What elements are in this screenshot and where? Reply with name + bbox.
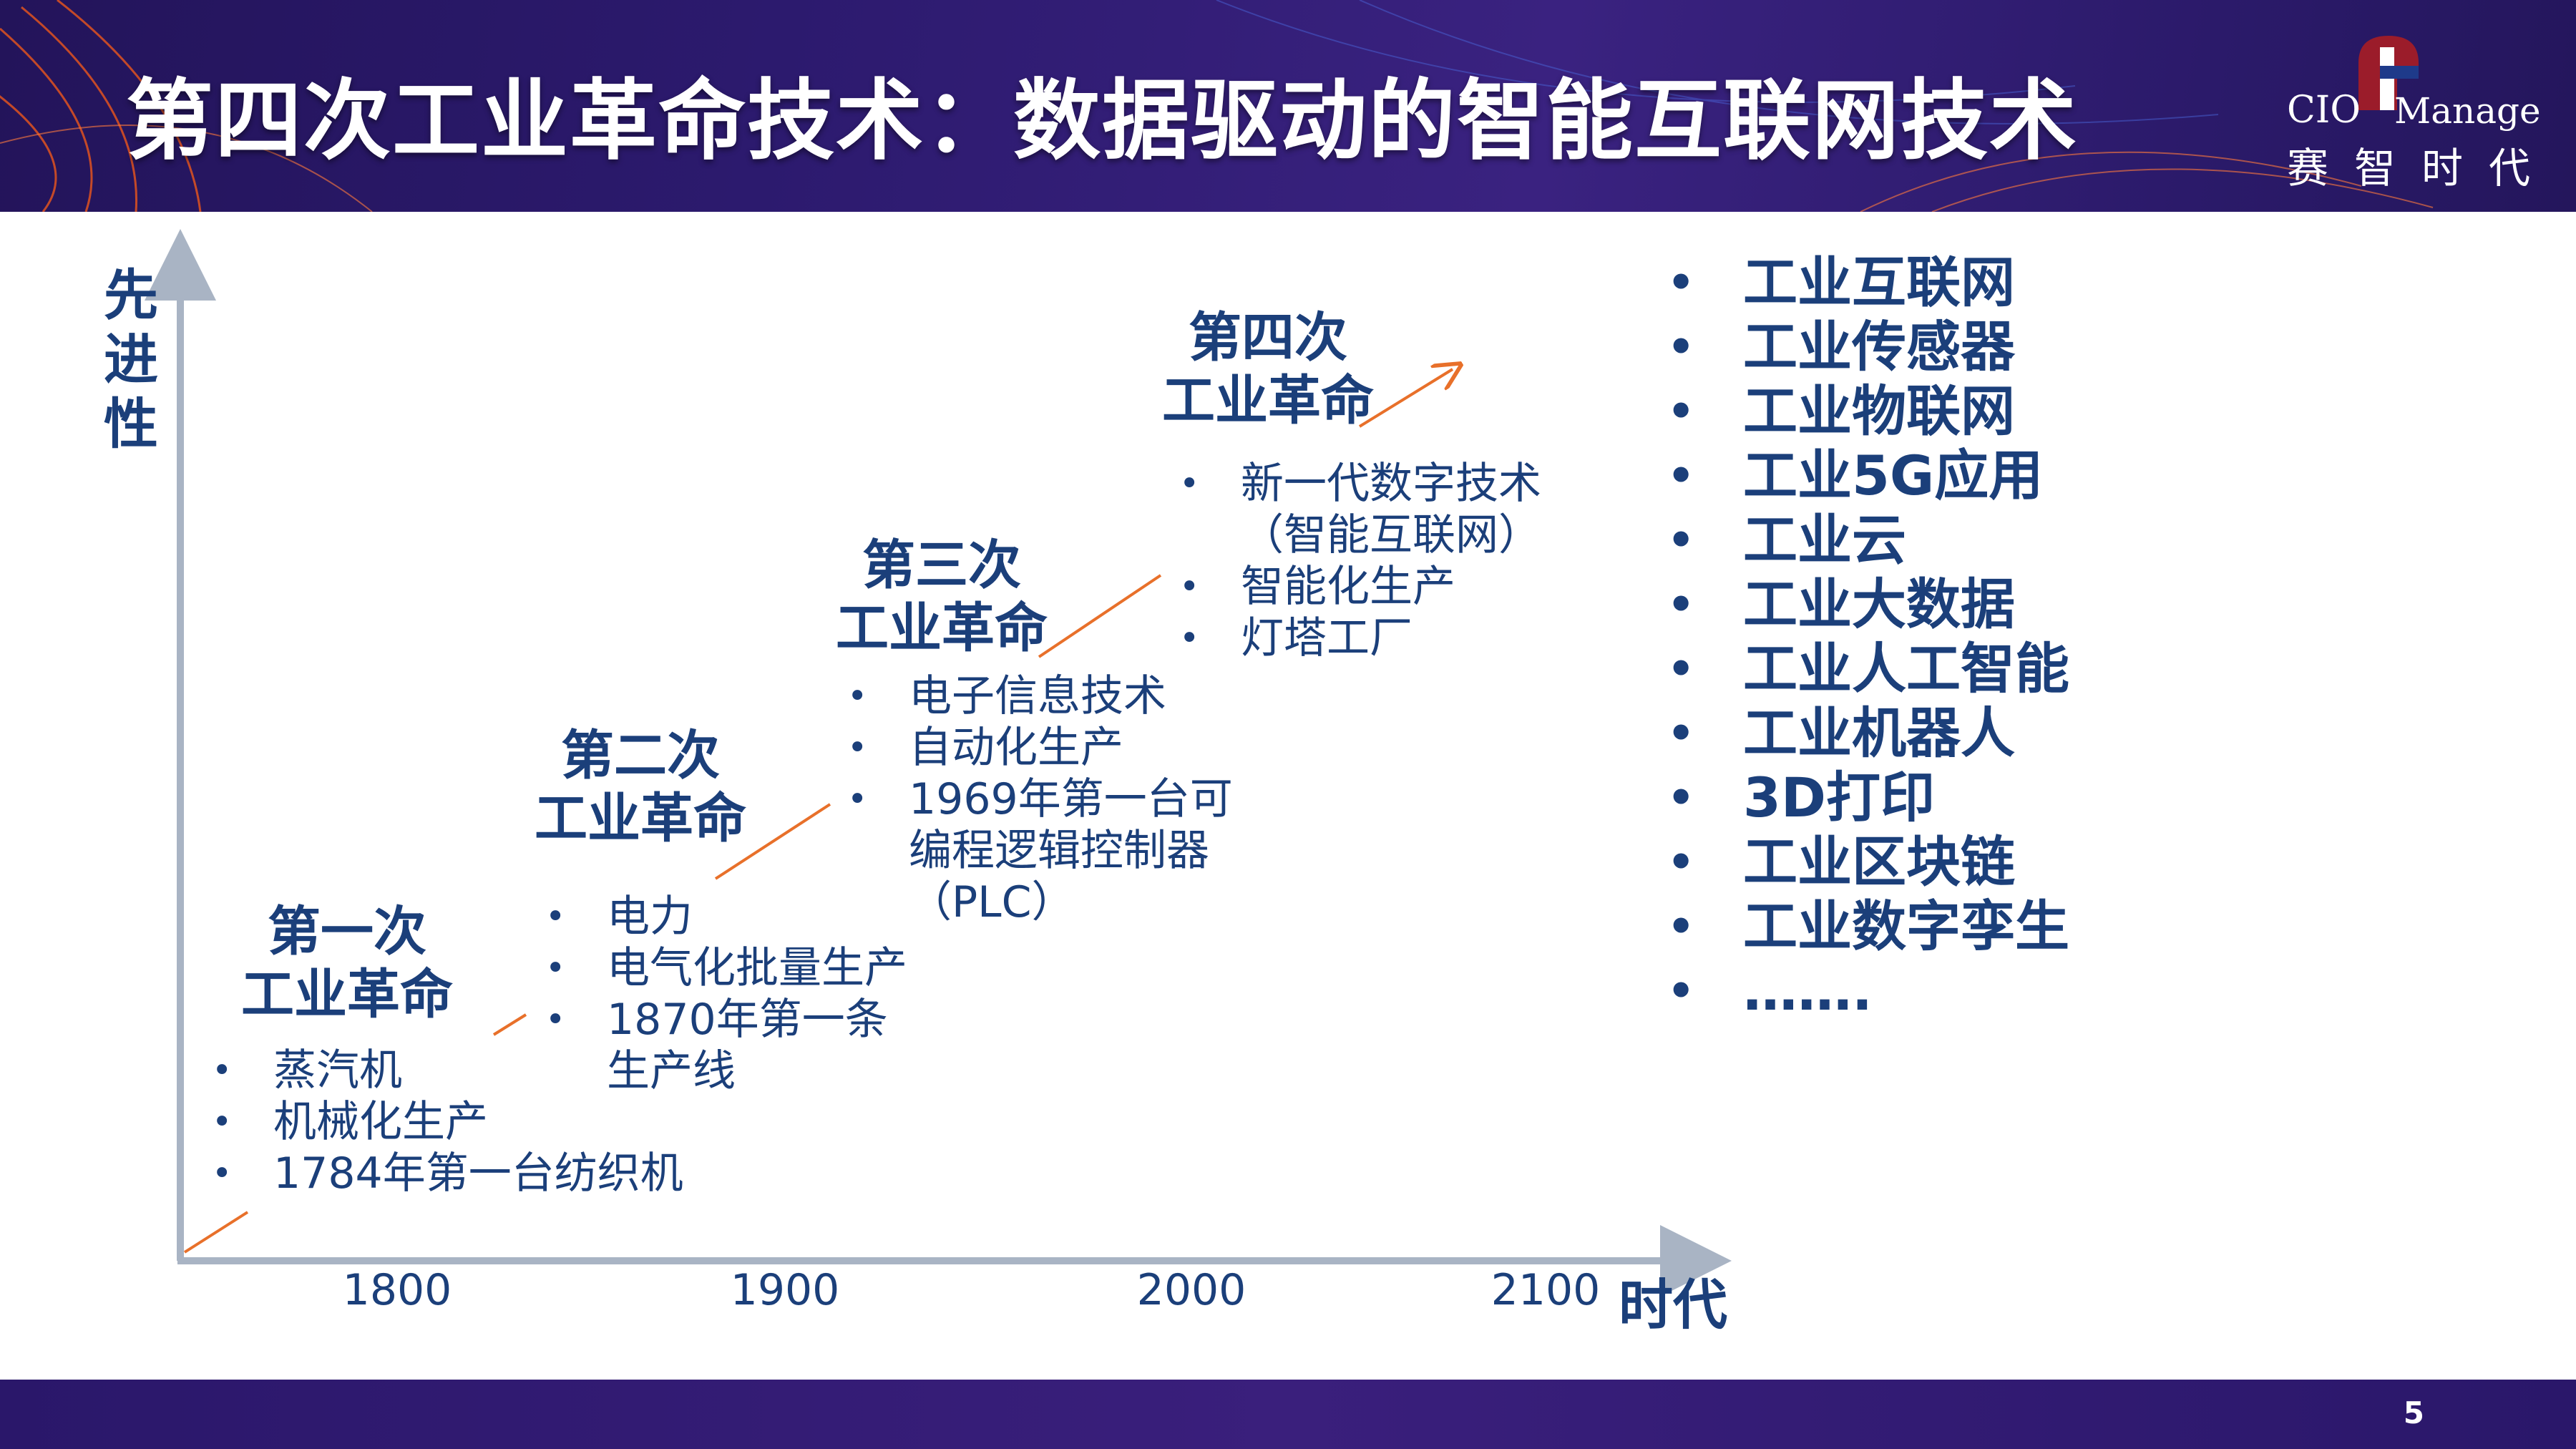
technology-item: 工业区块链 bbox=[1664, 830, 2069, 894]
technology-item: 工业人工智能 bbox=[1664, 637, 2069, 701]
x-tick-2100: 2100 bbox=[1491, 1265, 1601, 1315]
stage-3-item-continuation: 编程逻辑控制器 bbox=[909, 826, 1209, 876]
x-tick-1900: 1900 bbox=[730, 1265, 840, 1315]
progress-arrow-segment-2 bbox=[492, 1013, 527, 1036]
stage-4-title: 第四次 工业革命 bbox=[1161, 306, 1375, 432]
progress-arrow-head bbox=[1358, 369, 1453, 428]
stage-1-item: 蒸汽机 bbox=[212, 1045, 683, 1096]
technology-item: 工业5G应用 bbox=[1664, 444, 2069, 508]
stage-1-item: 机械化生产 bbox=[212, 1096, 683, 1148]
technology-list: 工业互联网 工业传感器 工业物联网 工业5G应用 工业云 工业大数据 工业人工智… bbox=[1664, 250, 2069, 1023]
stage-4-item: 灯塔工厂 bbox=[1179, 613, 1541, 664]
stage-1-title-line-1: 第一次 bbox=[268, 901, 426, 962]
logo-text-manage: Manage bbox=[2394, 90, 2541, 132]
stage-3-item-continuation: （PLC） bbox=[909, 877, 1075, 927]
technology-item: 工业云 bbox=[1664, 508, 2069, 572]
stage-1-title-line-2: 工业革命 bbox=[241, 964, 453, 1025]
technology-item: 工业大数据 bbox=[1664, 572, 2069, 637]
logo-text-cn: 赛智时代 bbox=[2287, 144, 2557, 192]
stage-4-item-continuation: （智能互联网） bbox=[1241, 510, 1541, 560]
technology-item: 3D打印 bbox=[1664, 766, 2069, 830]
progress-arrow-segment-3 bbox=[714, 803, 831, 880]
footer-band: 5 bbox=[0, 1380, 2576, 1449]
stage-2-item: 电力 bbox=[545, 891, 907, 942]
technology-item: 工业互联网 bbox=[1664, 250, 2069, 315]
stage-3-items: 电子信息技术 自动化生产 1969年第一台可 编程逻辑控制器 （PLC） bbox=[847, 670, 1233, 928]
stage-2-item: 1870年第一条 bbox=[545, 994, 907, 1045]
stage-3-title-line-2: 工业革命 bbox=[836, 597, 1048, 659]
stage-2-title: 第二次 工业革命 bbox=[533, 724, 748, 850]
technology-item: 工业物联网 bbox=[1664, 379, 2069, 444]
x-axis-label: 时代 bbox=[1619, 1273, 1727, 1337]
logo-emblem bbox=[2358, 36, 2419, 110]
stage-3-item: 自动化生产 bbox=[847, 722, 1233, 774]
stage-1-item: 1784年第一台纺织机 bbox=[212, 1148, 683, 1199]
stage-4-item: 智能化生产 bbox=[1179, 561, 1541, 613]
stage-3-item: 1969年第一台可 bbox=[847, 774, 1233, 825]
progress-arrow-segment-4 bbox=[1038, 574, 1162, 658]
stage-4-title-line-1: 第四次 bbox=[1189, 307, 1347, 369]
page-number: 5 bbox=[2403, 1395, 2424, 1430]
stage-2-item-continuation: 生产线 bbox=[607, 1046, 736, 1096]
stage-4-title-line-2: 工业革命 bbox=[1162, 370, 1374, 431]
stage-2-title-line-2: 工业革命 bbox=[535, 788, 746, 849]
header-band: 第四次工业革命技术：数据驱动的智能互联网技术 CIO Manage 赛智时代 bbox=[0, 0, 2576, 212]
stage-1-items: 蒸汽机 机械化生产 1784年第一台纺织机 bbox=[212, 1045, 683, 1199]
stage-4-items: 新一代数字技术 （智能互联网） 智能化生产 灯塔工厂 bbox=[1179, 458, 1541, 664]
logo-text-cio: CIO bbox=[2287, 89, 2361, 132]
x-tick-1800: 1800 bbox=[342, 1265, 452, 1315]
stage-2-title-line-1: 第二次 bbox=[561, 725, 720, 786]
page-title: 第四次工业革命技术：数据驱动的智能互联网技术 bbox=[126, 70, 2078, 172]
stage-3-title-line-1: 第三次 bbox=[862, 535, 1021, 596]
stage-3-title: 第三次 工业革命 bbox=[834, 534, 1049, 660]
stage-2-items: 电力 电气化批量生产 1870年第一条 生产线 bbox=[545, 891, 907, 1097]
header-decoration bbox=[0, 0, 2434, 212]
technology-item: 工业数字孪生 bbox=[1664, 894, 2069, 959]
technology-item: 工业机器人 bbox=[1664, 701, 2069, 766]
technology-item: ……. bbox=[1664, 959, 2069, 1023]
y-axis-label: 先进性 bbox=[104, 263, 158, 456]
stage-1-title: 第一次 工业革命 bbox=[240, 900, 454, 1026]
brand-logo: CIO Manage 赛智时代 bbox=[2274, 17, 2541, 196]
stage-3-item: 电子信息技术 bbox=[847, 670, 1233, 722]
progress-arrow-segment-1 bbox=[183, 1211, 249, 1254]
stage-2-item: 电气化批量生产 bbox=[545, 942, 907, 994]
technology-item: 工业传感器 bbox=[1664, 315, 2069, 379]
x-tick-2000: 2000 bbox=[1136, 1265, 1246, 1315]
stage-4-item: 新一代数字技术 bbox=[1179, 458, 1541, 509]
